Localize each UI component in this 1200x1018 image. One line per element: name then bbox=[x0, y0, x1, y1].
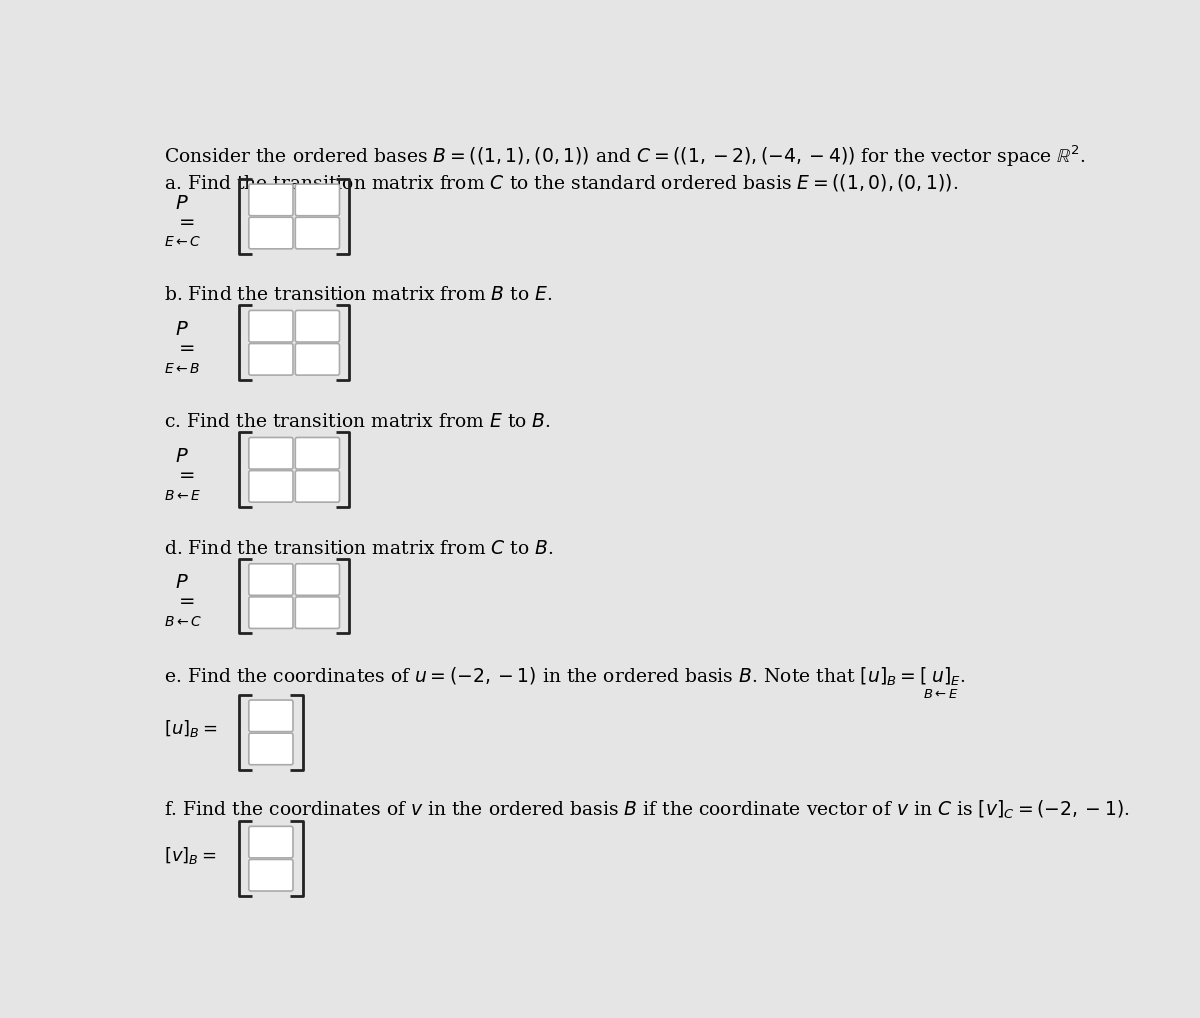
Text: $[v]_B =$: $[v]_B =$ bbox=[164, 845, 216, 865]
Text: $P$: $P$ bbox=[175, 194, 188, 213]
FancyBboxPatch shape bbox=[248, 859, 293, 891]
FancyBboxPatch shape bbox=[295, 597, 340, 628]
FancyBboxPatch shape bbox=[295, 470, 340, 502]
FancyBboxPatch shape bbox=[248, 217, 293, 248]
FancyBboxPatch shape bbox=[248, 597, 293, 628]
Text: $[u]_B =$: $[u]_B =$ bbox=[164, 719, 217, 739]
Text: e. Find the coordinates of $u = (-2,-1)$ in the ordered basis $B$. Note that $[u: e. Find the coordinates of $u = (-2,-1)$… bbox=[164, 666, 966, 701]
Text: Consider the ordered bases $B = ((1,1),(0,1))$ and $C = ((1,-2),(-4,-4))$ for th: Consider the ordered bases $B = ((1,1),(… bbox=[164, 144, 1086, 169]
Text: $=$: $=$ bbox=[175, 465, 194, 484]
FancyBboxPatch shape bbox=[248, 343, 293, 375]
Text: $P$: $P$ bbox=[175, 448, 188, 466]
FancyBboxPatch shape bbox=[248, 733, 293, 765]
Text: $B\leftarrow C$: $B\leftarrow C$ bbox=[164, 615, 202, 629]
FancyBboxPatch shape bbox=[248, 700, 293, 732]
FancyBboxPatch shape bbox=[248, 564, 293, 596]
Text: $=$: $=$ bbox=[175, 591, 194, 610]
Text: $P$: $P$ bbox=[175, 321, 188, 339]
Text: $B\leftarrow E$: $B\leftarrow E$ bbox=[164, 489, 202, 503]
Text: $=$: $=$ bbox=[175, 338, 194, 356]
FancyBboxPatch shape bbox=[248, 310, 293, 342]
Text: b. Find the transition matrix from $B$ to $E$.: b. Find the transition matrix from $B$ t… bbox=[164, 286, 552, 304]
FancyBboxPatch shape bbox=[248, 470, 293, 502]
Text: a. Find the transition matrix from $C$ to the standard ordered basis $E = ((1,0): a. Find the transition matrix from $C$ t… bbox=[164, 172, 958, 193]
FancyBboxPatch shape bbox=[248, 827, 293, 858]
FancyBboxPatch shape bbox=[248, 184, 293, 216]
FancyBboxPatch shape bbox=[248, 438, 293, 469]
Text: $E\leftarrow B$: $E\leftarrow B$ bbox=[164, 361, 200, 376]
FancyBboxPatch shape bbox=[295, 217, 340, 248]
Text: $=$: $=$ bbox=[175, 212, 194, 230]
FancyBboxPatch shape bbox=[295, 184, 340, 216]
Text: $P$: $P$ bbox=[175, 574, 188, 592]
Text: c. Find the transition matrix from $E$ to $B$.: c. Find the transition matrix from $E$ t… bbox=[164, 413, 551, 432]
FancyBboxPatch shape bbox=[295, 438, 340, 469]
Text: $E\leftarrow C$: $E\leftarrow C$ bbox=[164, 235, 202, 249]
FancyBboxPatch shape bbox=[295, 310, 340, 342]
FancyBboxPatch shape bbox=[295, 343, 340, 375]
FancyBboxPatch shape bbox=[295, 564, 340, 596]
Text: d. Find the transition matrix from $C$ to $B$.: d. Find the transition matrix from $C$ t… bbox=[164, 540, 553, 558]
Text: f. Find the coordinates of $v$ in the ordered basis $B$ if the coordinate vector: f. Find the coordinates of $v$ in the or… bbox=[164, 798, 1129, 821]
